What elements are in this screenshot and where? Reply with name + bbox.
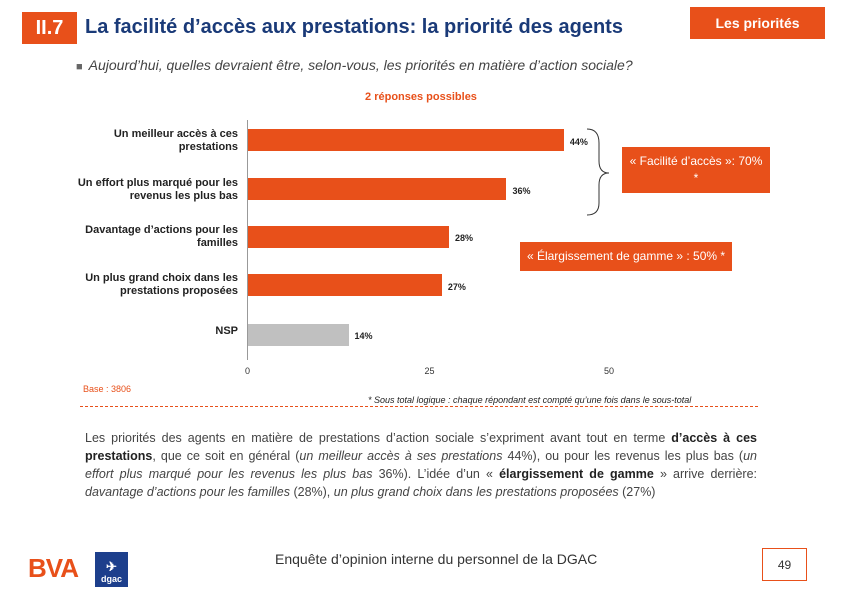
category-label: NSP bbox=[215, 325, 238, 337]
text-run: » arrive derrière: bbox=[653, 467, 757, 481]
separator bbox=[80, 406, 758, 407]
category-label: Un effort plus marqué pour les revenus l… bbox=[77, 177, 238, 202]
sous-total-note: * Sous total logique : chaque répondant … bbox=[368, 395, 692, 405]
summary-paragraph: Les priorités des agents en matière de p… bbox=[85, 429, 757, 501]
text-run: (28%), bbox=[289, 485, 334, 499]
text-run: 44%), ou pour les revenus les plus bas ( bbox=[502, 449, 744, 463]
text-run-italic: un plus grand choix dans les prestations… bbox=[333, 485, 619, 499]
base-note: Base : 3806 bbox=[83, 384, 132, 394]
brace-facilite-icon bbox=[586, 128, 610, 216]
dgac-logo: ✈ dgac bbox=[95, 552, 128, 587]
callout-facilite: « Facilité d’accès »: 70% * bbox=[622, 147, 770, 193]
priorities-tag: Les priorités bbox=[690, 7, 825, 39]
footer-text: Enquête d’opinion interne du personnel d… bbox=[275, 551, 598, 567]
bar bbox=[248, 226, 450, 248]
data-label: 44% bbox=[569, 137, 588, 147]
text-run-bold: élargissement de gamme bbox=[499, 467, 654, 481]
page-title: La facilité d’accès aux prestations: la … bbox=[85, 16, 623, 38]
question-text: ■ Aujourd’hui, quelles devraient être, se… bbox=[76, 57, 633, 73]
brace-group bbox=[586, 128, 610, 216]
text-run: (27%) bbox=[618, 485, 656, 499]
text-run-italic: un meilleur accès à ses prestations bbox=[299, 449, 503, 463]
text-run: Les priorités des agents en matière de p… bbox=[85, 431, 672, 445]
category-label: Un plus grand choix dans les prestations… bbox=[85, 272, 238, 297]
responses-note: 2 réponses possibles bbox=[365, 91, 477, 103]
data-label: 36% bbox=[512, 186, 531, 196]
callout-elargissement: « Élargissement de gamme » : 50% * bbox=[520, 242, 732, 271]
bva-logo: BVA bbox=[28, 553, 79, 583]
x-tick-label: 50 bbox=[604, 366, 615, 376]
text-run-italic: un effort plus marqué pour les revenus l… bbox=[85, 449, 757, 481]
dgac-logo-text: dgac bbox=[100, 574, 122, 584]
bullet-icon: ■ bbox=[76, 61, 83, 73]
text-run: , que ce soit en général ( bbox=[152, 449, 300, 463]
category-label: Un meilleur accès à ces prestations bbox=[113, 128, 238, 153]
bar bbox=[248, 178, 507, 200]
page-number: 49 bbox=[762, 548, 807, 581]
x-tick-label: 0 bbox=[245, 366, 251, 376]
x-tick-label: 25 bbox=[424, 366, 435, 376]
bar bbox=[248, 324, 349, 346]
plane-icon: ✈ bbox=[106, 559, 117, 574]
text-run-bold: d’accès à ces prestations bbox=[85, 431, 757, 463]
data-label: 28% bbox=[455, 233, 474, 243]
category-label: Davantage d’actions pour les familles bbox=[85, 224, 238, 249]
data-label: 27% bbox=[447, 282, 466, 292]
bar bbox=[248, 129, 564, 151]
text-run: 36%). L’idée d’un « bbox=[372, 467, 500, 481]
section-number: II.7 bbox=[22, 12, 77, 44]
question-label: Aujourd’hui, quelles devraient être, sel… bbox=[88, 57, 633, 73]
text-run-italic: davantage d’actions pour les familles bbox=[85, 485, 290, 499]
y-axis-line bbox=[247, 120, 248, 360]
bar bbox=[248, 274, 442, 296]
data-label: 14% bbox=[354, 331, 373, 341]
